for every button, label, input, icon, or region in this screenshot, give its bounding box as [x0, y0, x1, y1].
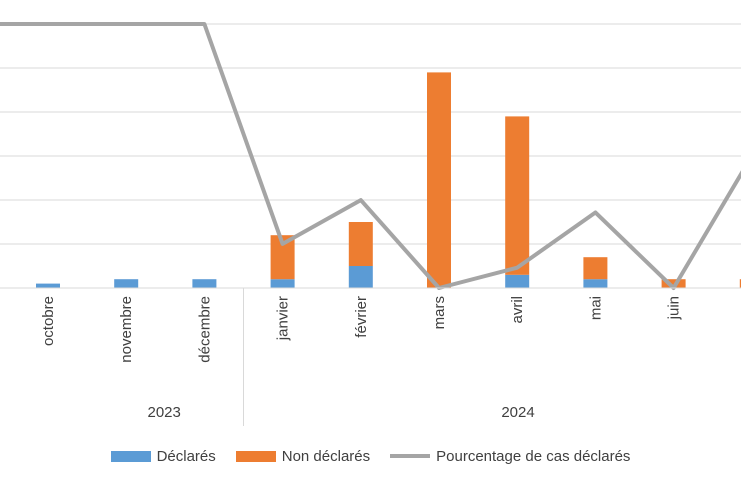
chart: octobre novembre décembre janvier février mar…: [0, 22, 741, 426]
x-tick-labels: octobre novembre décembre janvier février mar…: [40, 296, 683, 363]
bar-declares-7: [583, 279, 608, 288]
x-tick-label-4: février: [353, 296, 370, 338]
x-tick-label-7: mai: [587, 296, 604, 320]
x-tick-label-6: avril: [509, 296, 526, 324]
legend: Déclarés Non déclarés Pourcentage de cas…: [0, 444, 741, 468]
year-label-2023: 2023: [148, 404, 181, 421]
legend-item-declares: Déclarés: [110, 447, 216, 465]
legend-label-pourcentage: Pourcentage de cas déclarés: [436, 447, 631, 465]
legend-item-pourcentage: Pourcentage de cas déclarés: [390, 448, 630, 465]
bar-non-declares-6: [505, 116, 530, 275]
bar-non-declares-8: [661, 279, 686, 288]
x-tick-label-2: décembre: [196, 296, 213, 363]
year-labels: 2023 2024: [148, 404, 535, 421]
x-tick-label-1: novembre: [118, 296, 135, 363]
legend-swatch-non-declares: [235, 450, 276, 462]
legend-swatch-pourcentage: [390, 454, 431, 458]
bars: [36, 72, 741, 289]
x-tick-label-5: mars: [431, 296, 448, 329]
bar-declares-3: [270, 279, 295, 288]
bar-declares-1: [114, 279, 139, 288]
bar-non-declares-5: [427, 72, 451, 289]
x-tick-label-8: juin: [666, 296, 683, 320]
bar-non-declares-4: [348, 222, 373, 266]
legend-swatch-declares: [110, 450, 151, 462]
x-tick-label-0: octobre: [40, 296, 57, 346]
legend-item-non-declares: Non déclarés: [235, 447, 371, 465]
bar-declares-2: [192, 279, 217, 288]
bar-non-declares-7: [583, 257, 608, 280]
x-tick-label-3: janvier: [275, 296, 292, 341]
year-label-2024: 2024: [501, 404, 534, 421]
bar-declares-4: [348, 266, 373, 288]
bar-declares-0: [36, 283, 60, 288]
legend-label-declares: Déclarés: [156, 447, 216, 465]
legend-label-non-declares: Non déclarés: [281, 447, 371, 465]
bar-non-declares-9: [739, 279, 741, 288]
bar-declares-6: [505, 274, 530, 288]
